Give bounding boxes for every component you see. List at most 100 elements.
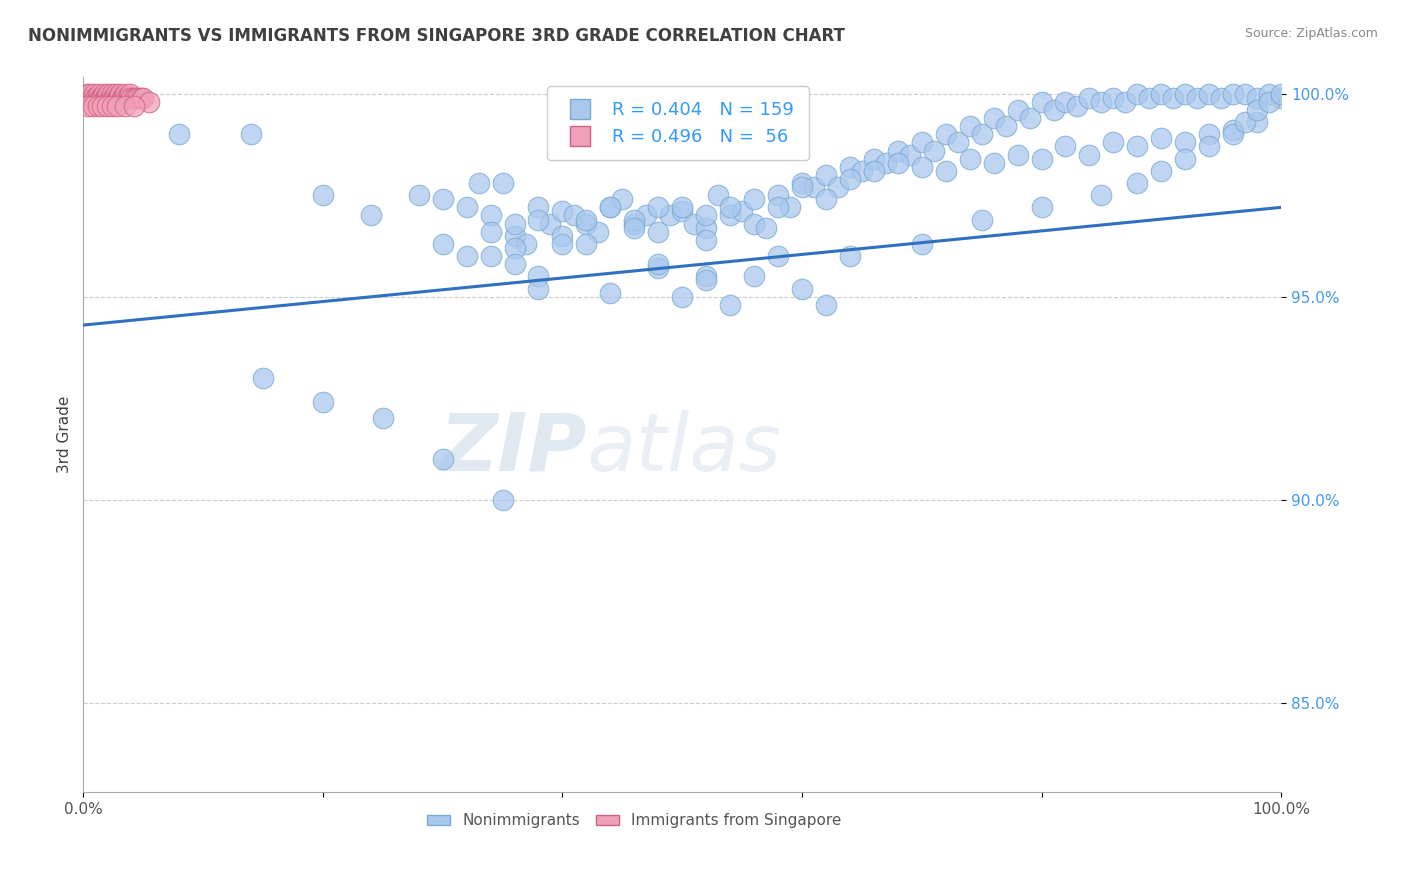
Point	[623, 217, 645, 231]
Point	[252, 371, 274, 385]
Point	[360, 209, 382, 223]
Point	[1234, 87, 1257, 101]
Point	[129, 91, 152, 105]
Point	[1174, 152, 1197, 166]
Point	[851, 163, 873, 178]
Point	[111, 91, 134, 105]
Point	[588, 225, 610, 239]
Point	[75, 91, 97, 105]
Point	[1114, 95, 1136, 109]
Point	[647, 261, 669, 276]
Point	[86, 91, 108, 105]
Point	[101, 99, 124, 113]
Point	[77, 91, 100, 105]
Point	[1187, 91, 1209, 105]
Point	[1054, 139, 1077, 153]
Point	[86, 91, 108, 105]
Point	[94, 91, 117, 105]
Point	[1042, 103, 1064, 117]
Point	[1126, 139, 1149, 153]
Point	[1066, 99, 1088, 113]
Point	[104, 87, 127, 101]
Point	[132, 91, 155, 105]
Point	[1222, 128, 1244, 142]
Point	[491, 492, 513, 507]
Point	[105, 99, 128, 113]
Point	[671, 290, 693, 304]
Point	[551, 236, 574, 251]
Point	[946, 136, 969, 150]
Point	[86, 99, 108, 113]
Point	[707, 188, 730, 202]
Point	[98, 91, 121, 105]
Point	[983, 111, 1005, 125]
Point	[515, 236, 537, 251]
Point	[790, 180, 813, 194]
Point	[93, 87, 115, 101]
Point	[1090, 188, 1112, 202]
Point	[77, 99, 100, 113]
Point	[742, 269, 765, 284]
Point	[101, 87, 124, 101]
Point	[575, 217, 598, 231]
Point	[1174, 136, 1197, 150]
Point	[94, 91, 117, 105]
Point	[695, 209, 717, 223]
Point	[96, 99, 118, 113]
Point	[491, 176, 513, 190]
Point	[994, 119, 1017, 133]
Point	[911, 160, 934, 174]
Point	[122, 91, 145, 105]
Point	[935, 128, 957, 142]
Point	[110, 87, 132, 101]
Point	[911, 136, 934, 150]
Point	[467, 176, 489, 190]
Point	[814, 192, 837, 206]
Point	[84, 91, 107, 105]
Point	[766, 249, 789, 263]
Point	[1222, 87, 1244, 101]
Point	[575, 212, 598, 227]
Point	[90, 91, 112, 105]
Point	[838, 160, 860, 174]
Point	[100, 91, 122, 105]
Point	[1031, 95, 1053, 109]
Point	[623, 212, 645, 227]
Point	[1150, 131, 1173, 145]
Point	[790, 281, 813, 295]
Point	[1054, 95, 1077, 109]
Point	[695, 273, 717, 287]
Point	[623, 220, 645, 235]
Point	[108, 91, 131, 105]
Point	[814, 298, 837, 312]
Point	[503, 228, 526, 243]
Point	[1270, 87, 1292, 101]
Point	[755, 220, 778, 235]
Point	[503, 241, 526, 255]
Point	[935, 163, 957, 178]
Y-axis label: 3rd Grade: 3rd Grade	[58, 396, 72, 474]
Point	[959, 152, 981, 166]
Point	[408, 188, 430, 202]
Point	[105, 91, 128, 105]
Text: atlas: atlas	[586, 410, 782, 488]
Point	[766, 188, 789, 202]
Point	[91, 99, 114, 113]
Point	[863, 152, 886, 166]
Point	[1211, 91, 1233, 105]
Point	[1246, 115, 1268, 129]
Point	[718, 200, 741, 214]
Point	[1258, 87, 1281, 101]
Point	[1102, 91, 1125, 105]
Text: Source: ZipAtlas.com: Source: ZipAtlas.com	[1244, 27, 1378, 40]
Point	[76, 87, 98, 101]
Point	[312, 188, 335, 202]
Point	[89, 91, 111, 105]
Point	[97, 87, 120, 101]
Point	[91, 91, 114, 105]
Point	[538, 217, 561, 231]
Point	[838, 249, 860, 263]
Point	[107, 91, 129, 105]
Point	[959, 119, 981, 133]
Point	[1078, 91, 1101, 105]
